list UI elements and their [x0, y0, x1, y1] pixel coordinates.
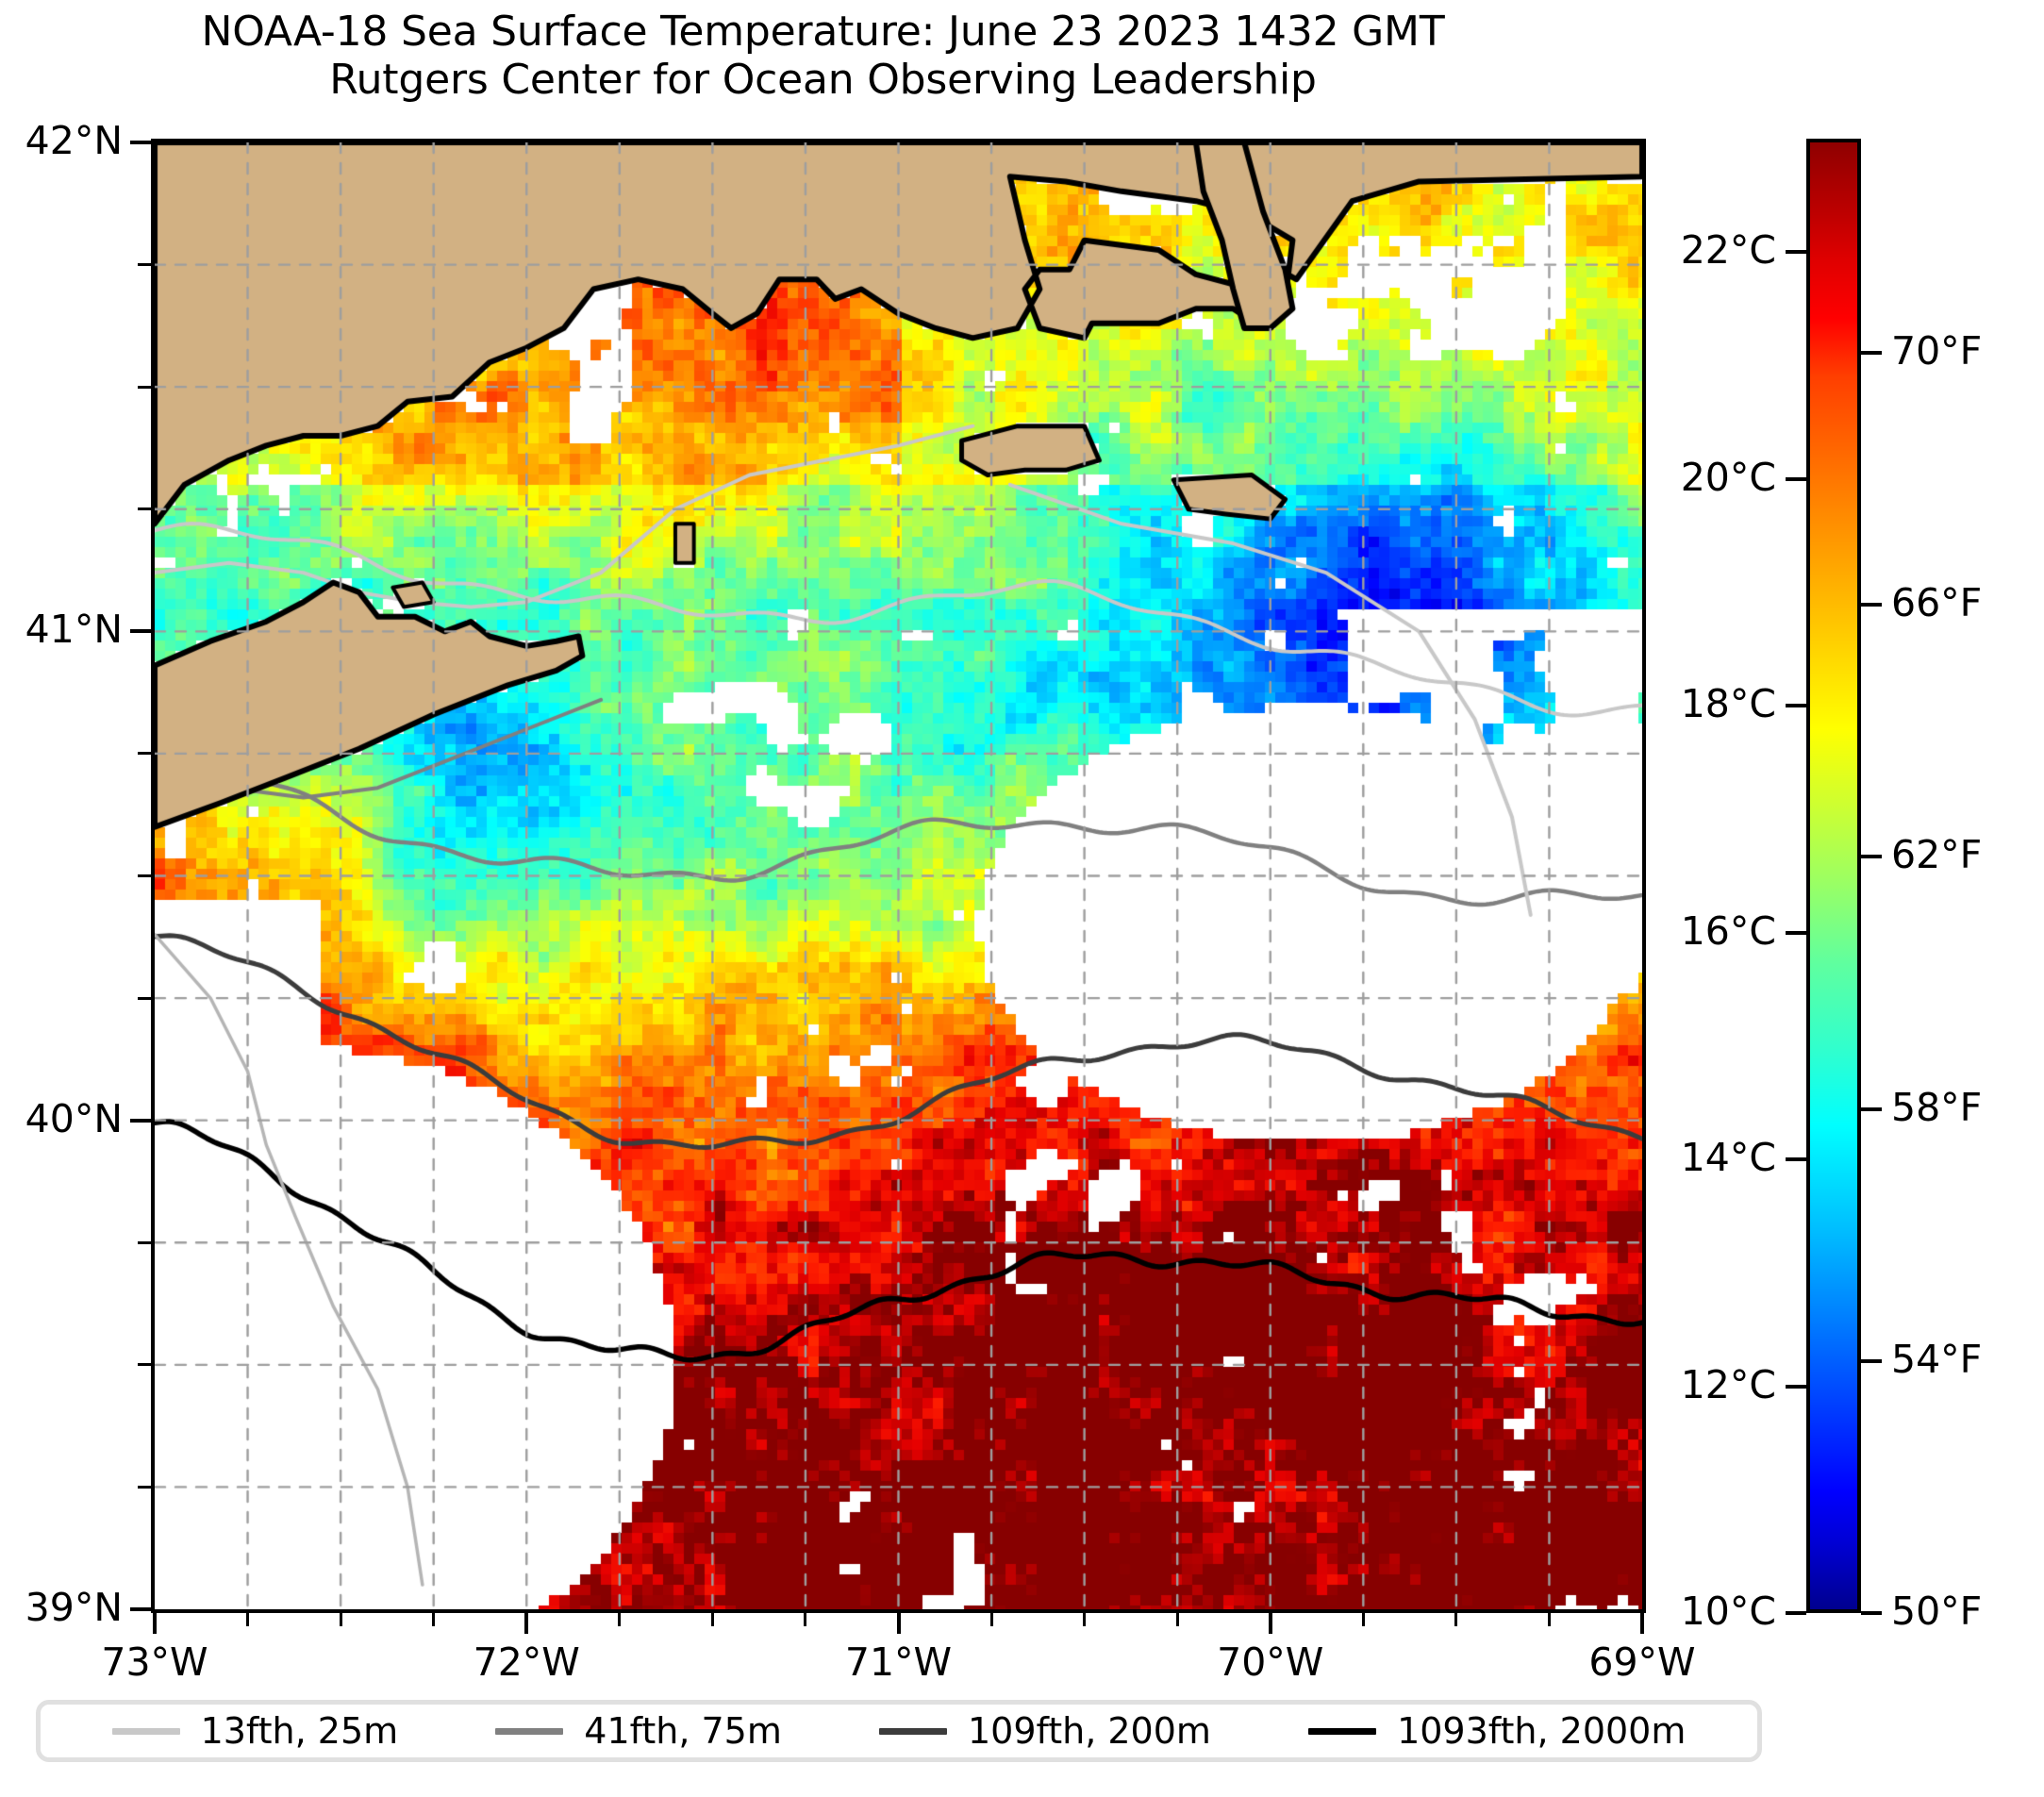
lon-tick-label: 73°W	[101, 1639, 208, 1685]
lat-tick-label: 42°N	[25, 118, 123, 163]
legend-item: 1093fth, 2000m	[1308, 1710, 1686, 1752]
colorbar-tick-celsius	[1786, 930, 1806, 935]
legend-item: 13fth, 25m	[111, 1710, 399, 1752]
colorbar-label-fahrenheit: 58°F	[1891, 1084, 1983, 1130]
legend-line-swatch-200m	[879, 1727, 947, 1735]
lon-tick-minor	[1454, 1613, 1458, 1626]
lat-tick-minor	[138, 752, 151, 756]
figure-title: NOAA-18 Sea Surface Temperature: June 23…	[0, 8, 1646, 104]
lat-tick-minor	[138, 507, 151, 511]
colorbar-label-celsius: 10°C	[1680, 1589, 1776, 1634]
lat-tick-minor	[138, 1240, 151, 1244]
colorbar-label-celsius: 16°C	[1680, 907, 1776, 954]
lat-tick-minor	[138, 1485, 151, 1489]
lon-tick-minor	[1083, 1613, 1087, 1626]
lon-tick-minor	[710, 1613, 714, 1626]
colorbar	[1806, 139, 1861, 1613]
lon-tick-minor	[432, 1613, 436, 1626]
title-line-secondary: Rutgers Center for Ocean Observing Leade…	[329, 56, 1317, 105]
legend-line-swatch-2000m	[1308, 1727, 1377, 1735]
colorbar-tick-celsius	[1786, 1157, 1806, 1162]
lon-tick-minor	[804, 1613, 807, 1626]
bathymetry-legend: 13fth, 25m 41fth, 75m 109fth, 200m 1093f…	[36, 1700, 1762, 1762]
legend-label-75m: 41fth, 75m	[584, 1710, 782, 1752]
lat-tick-major	[130, 629, 151, 634]
colorbar-label-celsius: 22°C	[1680, 227, 1776, 274]
legend-label-200m: 109fth, 200m	[968, 1710, 1211, 1752]
colorbar-tick-fahrenheit	[1861, 855, 1882, 859]
colorbar-label-celsius: 12°C	[1680, 1361, 1776, 1407]
lon-tick-label: 70°W	[1217, 1639, 1324, 1685]
colorbar-label-fahrenheit: 62°F	[1891, 832, 1983, 878]
lat-tick-label: 41°N	[25, 607, 123, 653]
lon-tick-minor	[1175, 1613, 1179, 1626]
lat-tick-minor	[138, 874, 151, 877]
colorbar-tick-fahrenheit	[1861, 1106, 1882, 1111]
colorbar-label-fahrenheit: 66°F	[1891, 580, 1983, 626]
lat-tick-major	[130, 1118, 151, 1123]
legend-label-2000m: 1093fth, 2000m	[1397, 1710, 1687, 1752]
colorbar-tick-fahrenheit	[1861, 351, 1882, 356]
legend-item: 109fth, 200m	[879, 1710, 1211, 1752]
colorbar-tick-fahrenheit	[1861, 1611, 1882, 1615]
legend-item: 41fth, 75m	[495, 1710, 782, 1752]
legend-line-swatch-25m	[111, 1727, 180, 1735]
lon-tick-minor	[1547, 1613, 1551, 1626]
lat-tick-label: 40°N	[25, 1095, 123, 1141]
lat-tick-minor	[138, 263, 151, 267]
colorbar-label-fahrenheit: 70°F	[1891, 328, 1983, 374]
colorbar-tick-celsius	[1786, 250, 1806, 255]
lat-tick-minor	[138, 996, 151, 1000]
lon-tick-label: 72°W	[473, 1639, 580, 1685]
lat-tick-major	[130, 141, 151, 144]
lon-tick-major	[1640, 1613, 1644, 1634]
lon-tick-minor	[989, 1613, 993, 1626]
sst-raster	[155, 142, 1642, 1609]
colorbar-tick-celsius	[1786, 476, 1806, 481]
colorbar-tick-celsius	[1786, 704, 1806, 708]
colorbar-label-celsius: 20°C	[1680, 454, 1776, 500]
colorbar-label-fahrenheit: 54°F	[1891, 1336, 1983, 1382]
lon-tick-major	[896, 1613, 901, 1634]
lat-tick-minor	[138, 385, 151, 389]
lon-tick-minor	[246, 1613, 250, 1626]
lon-tick-minor	[1361, 1613, 1365, 1626]
lon-tick-minor	[339, 1613, 342, 1626]
colorbar-tick-celsius	[1786, 1384, 1806, 1389]
colorbar-label-celsius: 14°C	[1680, 1135, 1776, 1181]
lon-tick-minor	[618, 1613, 622, 1626]
lat-tick-label: 39°N	[25, 1585, 123, 1630]
lon-tick-label: 69°W	[1588, 1639, 1696, 1685]
lon-tick-major	[1268, 1613, 1272, 1634]
colorbar-tick-celsius	[1786, 1611, 1806, 1615]
colorbar-tick-fahrenheit	[1861, 1358, 1882, 1363]
title-line-primary: NOAA-18 Sea Surface Temperature: June 23…	[201, 8, 1445, 56]
lon-tick-major	[153, 1613, 157, 1634]
legend-label-25m: 13fth, 25m	[200, 1710, 399, 1752]
colorbar-label-fahrenheit: 50°F	[1891, 1589, 1983, 1634]
map-axes	[151, 139, 1646, 1613]
lat-tick-minor	[138, 1363, 151, 1367]
legend-line-swatch-75m	[495, 1727, 564, 1735]
lat-tick-major	[130, 1607, 151, 1611]
colorbar-label-celsius: 18°C	[1680, 681, 1776, 727]
lon-tick-label: 71°W	[844, 1639, 953, 1685]
colorbar-tick-fahrenheit	[1861, 603, 1882, 607]
lon-tick-major	[524, 1613, 529, 1634]
colorbar-gradient	[1806, 139, 1861, 1613]
